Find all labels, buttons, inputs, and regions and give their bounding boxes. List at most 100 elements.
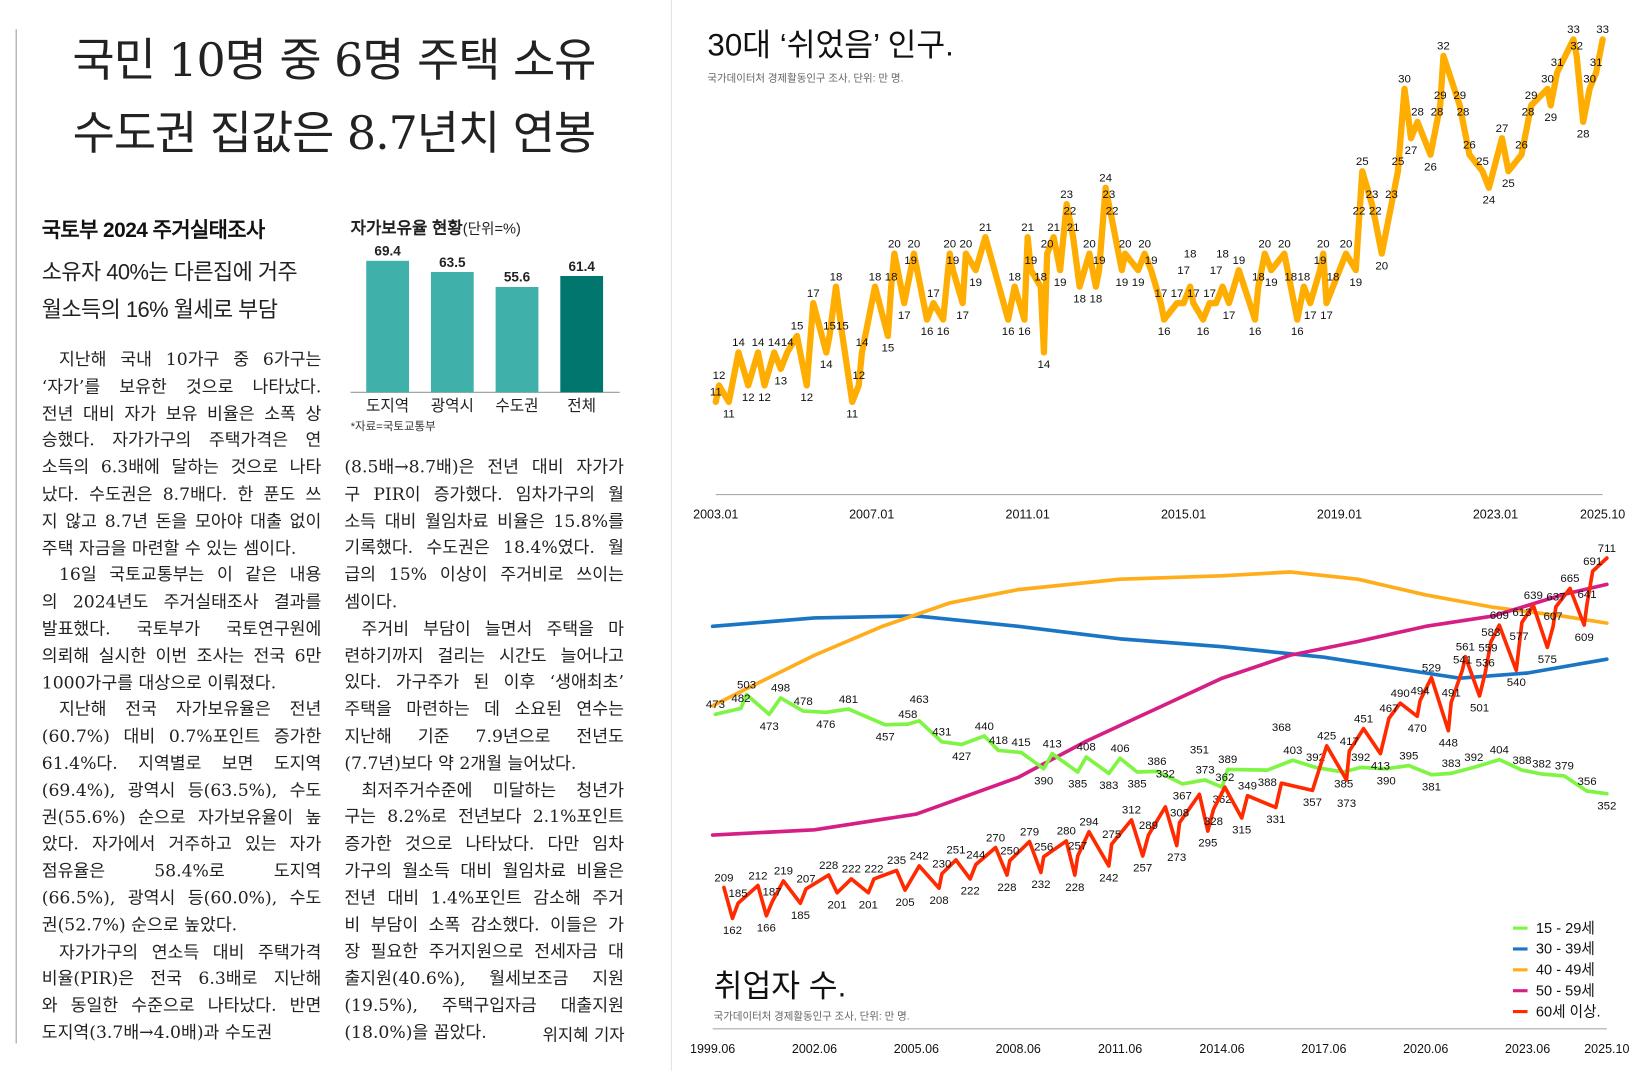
chart1-series-data-label: 27 — [1496, 123, 1509, 135]
chart1-series-data-label: 17 — [1223, 310, 1236, 322]
chart1-series-data-label: 13 — [774, 376, 787, 388]
chart2-series-1-data-label: 356 — [1577, 776, 1596, 788]
chart1-series-data-label: 12 — [713, 370, 726, 382]
chart1-series-data-label: 19 — [1265, 277, 1278, 289]
legend-swatch — [1512, 967, 1528, 971]
chart1-series-data-label: 24 — [1099, 172, 1112, 184]
chart1-series-data-label: 16 — [937, 326, 950, 338]
chart2-series-5-data-label: 641 — [1577, 589, 1596, 601]
chart1-series-data-label: 25 — [1502, 178, 1515, 190]
chart1-series-data-label: 15 — [823, 321, 836, 333]
chart1-series-data-label: 23 — [1102, 189, 1115, 201]
article-line: 급의 15% 이상이 주거비로 쓰이는 — [344, 564, 624, 585]
chart2-series-5-data-label: 273 — [1167, 852, 1186, 864]
chart2-series-5-data-label: 639 — [1524, 590, 1543, 602]
chart2-x-tick-label: 2011.06 — [1098, 1042, 1142, 1056]
chart1-series-data-label: 20 — [1375, 260, 1388, 272]
chart2-series-5-data-label: 294 — [1079, 817, 1099, 829]
chart2-series-5-data-label: 242 — [1099, 873, 1118, 885]
chart2-series-5-data-label: 373 — [1337, 798, 1356, 810]
chart1-series-data-label: 32 — [1437, 41, 1450, 53]
chart1-series-data-label: 26 — [1463, 139, 1476, 151]
chart2-series-5-data-label: 228 — [819, 860, 838, 872]
chart1-series-data-label: 20 — [1278, 238, 1291, 250]
chart1-series-data-label: 19 — [947, 255, 960, 267]
legend-label: 60세 이상. — [1535, 1002, 1601, 1020]
article-line: 장 필요한 주거지원으로 전세자금 대 — [344, 941, 624, 962]
chart1-series-data-label: 18 — [830, 271, 843, 283]
legend-swatch — [1512, 1009, 1528, 1013]
chart2-series-5-data-label: 308 — [1170, 807, 1189, 819]
article-line: 았다. 자가에서 거주하고 있는 자가 — [41, 834, 322, 854]
article-line: 지난해 국내 10가구 중 6가구는 — [58, 349, 322, 370]
chart1-series-data-label: 29 — [1525, 90, 1538, 102]
chart2-series-5-data-label: 209 — [714, 872, 733, 884]
chart1-series-data-label: 19 — [969, 277, 982, 289]
article-line: 지 않고 8.7년 돈을 모아야 대출 없이 — [41, 511, 322, 531]
chart1-series-data-label: 21 — [1067, 222, 1080, 234]
chart2-series-5-data-label: 219 — [774, 866, 793, 878]
chart1-series-data-label: 15 — [836, 321, 849, 333]
chart1-series-data-label: 17 — [927, 288, 940, 300]
chart1-series-data-label: 17 — [1210, 265, 1223, 277]
chart1-series-data-label: 19 — [1145, 255, 1158, 267]
chart2-series-5-data-label: 257 — [1133, 863, 1152, 875]
article-line: 권(55.6%) 순으로 자가보유율이 높 — [41, 807, 322, 827]
panel-divider — [670, 0, 672, 1071]
chart1-series-data-label: 16 — [1249, 326, 1262, 338]
chart2-title: 취업자 수. — [713, 969, 847, 1004]
chart2-series-1-line — [713, 692, 1609, 796]
chart2-x-tick-label: 2025.10 — [1584, 1042, 1629, 1056]
chart1-series-data-label: 19 — [1115, 277, 1128, 289]
article-line: 와 동일한 수준으로 나타났다. 반면 — [41, 995, 322, 1016]
bar-chart-title: 자가보유율 현황(단위=%) — [351, 214, 521, 239]
chart2-series-5-data-label: 228 — [1065, 882, 1084, 894]
chart2-series-3-line — [710, 570, 1609, 708]
chart2-series-5-data-label: 357 — [1303, 797, 1322, 809]
chart1-series-data-label: 16 — [1158, 326, 1171, 338]
subhead-2: 월소득의 16% 월세로 부담 — [41, 298, 278, 323]
chart1-series-data-label: 18 — [1252, 271, 1265, 283]
bar-category-label: 도지역 — [366, 397, 409, 415]
chart1-series-data-label: 18 — [1297, 271, 1310, 283]
bar-chart-title-text: 자가보유율 현황 — [350, 220, 463, 238]
chart1-series-data-label: 18 — [1327, 271, 1340, 283]
article-line: (19.5%), 주택구입자금 대출지원 — [344, 995, 624, 1016]
chart2-series-1-data-label: 385 — [1334, 779, 1353, 791]
chart1-series-data-label: 17 — [807, 288, 820, 300]
article-line: 점유율은 58.4%로 도지역 — [41, 860, 322, 881]
chart1-series-data-label: 11 — [723, 409, 735, 421]
bar-value-label: 55.6 — [504, 270, 531, 285]
chart2-series-5-data-label: 230 — [932, 858, 951, 870]
chart1-series-data-label: 12 — [800, 392, 813, 404]
chart1-x-tick-label: 2025.10 — [1580, 508, 1625, 522]
chart1-series-data-label: 33 — [1567, 24, 1580, 36]
chart2-series-1-data-label: 383 — [1099, 780, 1118, 792]
article-line: 구 PIR이 증가했다. 임차가구의 월 — [344, 483, 624, 504]
chart2-legend: 15 - 29세 30 - 39세 40 - 49세 50 - 59세 60세 … — [1512, 917, 1601, 1021]
chart1-series-data-label: 18 — [1284, 271, 1297, 283]
legend-item-30-39: 30 - 39세 — [1512, 938, 1601, 959]
chart1-series-data-label: 25 — [1356, 156, 1369, 168]
chart2-series-1-data-label: 390 — [1377, 775, 1396, 787]
chart1-series-data-label: 19 — [1349, 277, 1362, 289]
chart2-series-5-data-label: 577 — [1510, 631, 1529, 643]
chart1-series-data-label: 20 — [1041, 238, 1054, 250]
chart2-series-5-data-label: 275 — [1102, 829, 1121, 841]
chart2-series-1-data-label: 392 — [1306, 752, 1325, 764]
article-column-1: 지난해 국내 10가구 중 6가구는 ‘자가’를 보유한 것으로 나타났다. 전년 … — [42, 346, 322, 1046]
article-line: (7.7년)보다 약 2개월 늘어났다. — [344, 753, 577, 773]
chart1-series-data-label: 23 — [1385, 189, 1398, 201]
chart1-series-data-label: 14 — [856, 337, 869, 349]
chart2-series-1-data-label: 415 — [1012, 737, 1031, 749]
chart2-series-5-data-label: 451 — [1354, 713, 1373, 725]
chart1-x-tick-label: 2019.01 — [1317, 508, 1362, 522]
chart1-series-data-label: 17 — [956, 310, 969, 322]
chart1-series-data-label: 19 — [904, 255, 917, 267]
chart2-series-5-data-label: 470 — [1408, 723, 1427, 735]
bar-value-label: 69.4 — [374, 244, 401, 259]
chart2-series-5-data-label: 490 — [1391, 688, 1410, 700]
chart1-x-tick-label: 2007.01 — [849, 508, 894, 522]
bar-4 — [560, 275, 604, 393]
chart2-series-1-data-label: 476 — [816, 719, 835, 731]
